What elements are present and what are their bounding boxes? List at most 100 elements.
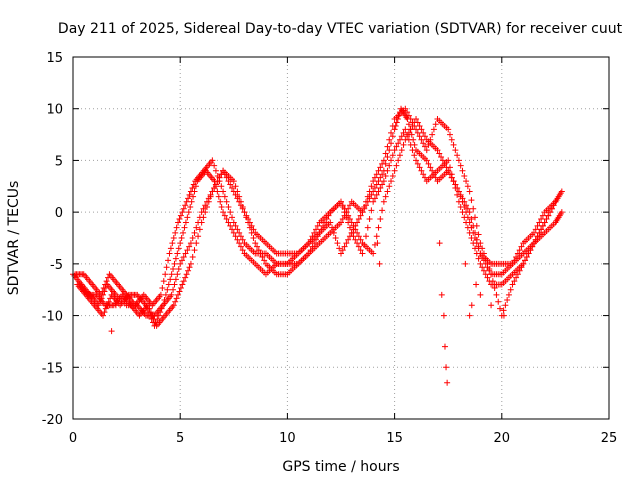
data-point <box>486 266 493 273</box>
data-point <box>520 260 527 267</box>
data-point <box>558 188 565 195</box>
data-point <box>183 271 190 278</box>
data-point <box>489 278 496 285</box>
data-point <box>330 229 337 236</box>
data-point <box>475 243 482 250</box>
data-point <box>146 305 153 312</box>
data-point <box>388 157 395 164</box>
data-point <box>239 205 246 212</box>
data-point <box>388 129 395 136</box>
data-point <box>164 286 171 293</box>
data-point <box>176 216 183 223</box>
data-point <box>370 250 377 257</box>
data-point <box>373 233 380 240</box>
data-point <box>391 167 398 174</box>
data-point <box>234 236 241 243</box>
y-tick-label: 5 <box>55 154 63 169</box>
data-point <box>221 193 228 200</box>
data-point <box>454 185 461 192</box>
data-point <box>384 153 391 160</box>
data-point <box>204 203 210 210</box>
data-point <box>468 235 475 241</box>
data-point <box>539 212 546 219</box>
data-point <box>363 233 370 240</box>
data-point <box>484 274 491 281</box>
data-point <box>386 147 393 154</box>
data-point <box>441 160 448 167</box>
data-point <box>455 188 462 195</box>
data-point <box>179 209 186 216</box>
data-point <box>215 193 222 200</box>
data-point <box>182 219 189 226</box>
data-point <box>196 226 203 233</box>
data-point <box>514 271 521 278</box>
data-point <box>461 172 468 179</box>
data-point <box>175 266 182 273</box>
data-point <box>218 203 225 210</box>
data-point <box>366 216 373 223</box>
data-point <box>227 181 234 188</box>
data-point <box>470 205 477 212</box>
data-point <box>388 178 395 185</box>
data-point <box>472 214 478 221</box>
data-point <box>400 129 407 136</box>
data-point <box>102 281 109 288</box>
data-point <box>536 229 543 236</box>
data-point <box>380 198 387 205</box>
data-point <box>443 164 450 171</box>
data-point <box>180 229 187 236</box>
data-point <box>182 202 189 209</box>
data-point <box>220 209 227 216</box>
data-point <box>429 131 436 138</box>
data-point <box>468 197 475 204</box>
data-point <box>186 191 193 198</box>
data-point <box>149 312 156 319</box>
data-point <box>413 116 420 123</box>
data-point <box>425 160 432 167</box>
data-point <box>221 212 228 219</box>
data-point <box>232 233 239 240</box>
data-point <box>170 302 177 309</box>
data-point <box>198 219 205 226</box>
data-point <box>461 198 468 205</box>
data-point <box>229 214 236 221</box>
data-point <box>359 250 366 257</box>
data-point <box>329 224 336 231</box>
data-point <box>171 260 178 267</box>
data-point <box>248 222 255 229</box>
data-point <box>168 291 175 298</box>
data-point <box>444 379 451 386</box>
data-points <box>70 105 565 386</box>
data-point <box>464 183 471 190</box>
data-point <box>411 122 418 129</box>
data-point <box>473 222 480 229</box>
data-point <box>511 278 518 285</box>
data-point <box>339 202 346 209</box>
data-point <box>375 188 382 195</box>
data-point <box>516 267 523 274</box>
data-point <box>200 205 207 212</box>
data-point <box>391 147 398 154</box>
data-point <box>182 274 189 281</box>
data-point <box>191 247 198 254</box>
data-point <box>482 271 489 278</box>
data-point <box>227 209 234 216</box>
data-point <box>170 235 177 241</box>
data-point <box>371 195 378 202</box>
data-point <box>177 212 184 219</box>
y-tick-label: 0 <box>55 206 63 221</box>
data-point <box>409 147 416 154</box>
data-point <box>380 157 387 164</box>
data-point <box>455 198 462 205</box>
data-point <box>177 260 184 267</box>
data-point <box>230 188 237 195</box>
data-point <box>409 119 416 126</box>
data-point <box>377 164 384 171</box>
data-point <box>193 224 200 231</box>
data-point <box>459 195 466 202</box>
chart-title: Day 211 of 2025, Sidereal Day-to-day VTE… <box>58 21 623 37</box>
x-tick-label: 15 <box>386 431 403 446</box>
data-point <box>407 141 414 148</box>
data-point <box>170 266 177 273</box>
data-point <box>190 193 197 200</box>
